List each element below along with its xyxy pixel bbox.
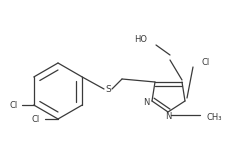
Text: N: N — [164, 112, 170, 121]
Text: CH₃: CH₃ — [206, 113, 222, 123]
Text: Cl: Cl — [32, 114, 40, 124]
Text: N: N — [143, 98, 150, 106]
Text: Cl: Cl — [201, 58, 209, 66]
Text: HO: HO — [134, 35, 146, 43]
Text: S: S — [105, 84, 110, 93]
Text: Cl: Cl — [10, 101, 18, 109]
